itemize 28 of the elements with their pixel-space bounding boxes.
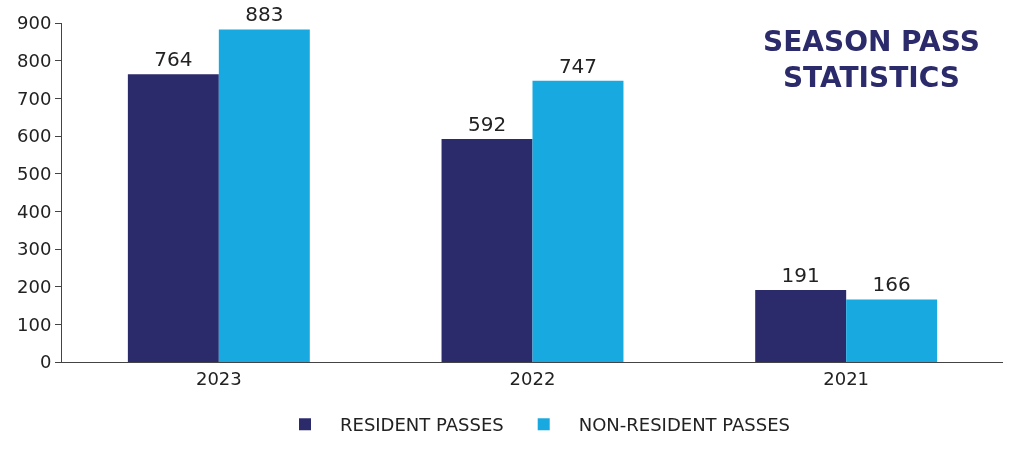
data-label: 764 <box>154 47 193 72</box>
y-tick-label: 500 <box>17 162 52 184</box>
bar <box>127 74 219 362</box>
bar <box>218 29 310 362</box>
data-label: 747 <box>558 53 598 78</box>
y-tick-label: 600 <box>17 125 52 147</box>
data-label: 592 <box>467 112 507 137</box>
y-tick-label: 800 <box>17 49 52 71</box>
x-tick-label: 2022 <box>509 367 556 389</box>
x-tick-label: 2023 <box>195 367 242 389</box>
y-tick-label: 200 <box>17 275 52 297</box>
y-tick-label: 100 <box>17 313 52 335</box>
bar <box>846 299 938 362</box>
bar <box>532 80 624 362</box>
data-label: 883 <box>245 2 284 27</box>
x-tick-label: 2021 <box>823 367 870 389</box>
y-tick-label: 700 <box>17 87 52 109</box>
data-label: 166 <box>872 272 911 297</box>
legend-label: RESIDENT PASSES <box>340 414 504 436</box>
y-tick-label: 900 <box>17 12 52 34</box>
text: SEASON PASS STATISTICS <box>763 25 980 95</box>
bar <box>755 290 847 362</box>
data-label: 191 <box>781 263 820 288</box>
y-tick-label: 0 <box>39 351 52 373</box>
bar <box>441 139 533 362</box>
y-tick-label: 400 <box>17 200 52 222</box>
legend-label: NON-RESIDENT PASSES <box>578 414 790 436</box>
y-tick-label: 300 <box>17 238 52 260</box>
